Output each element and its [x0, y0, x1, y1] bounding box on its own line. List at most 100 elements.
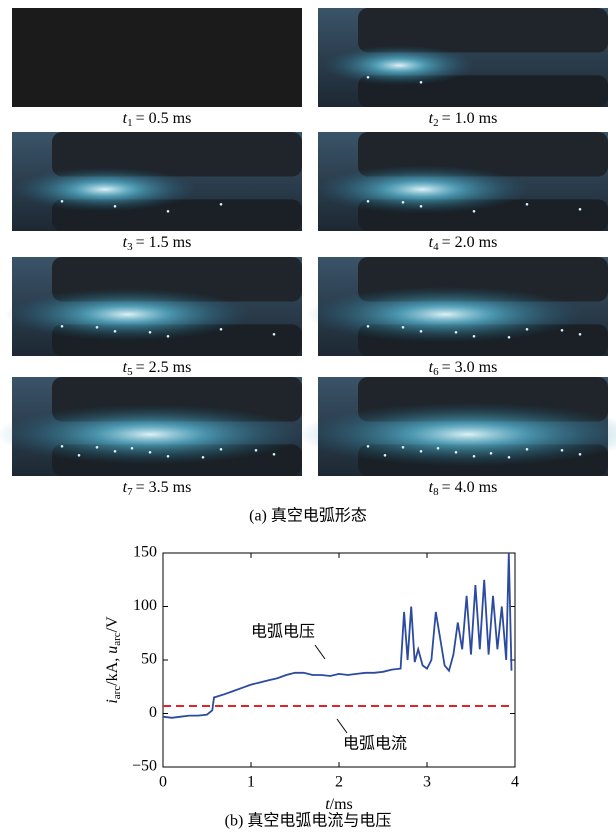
arc-glow: [324, 45, 475, 85]
photo-caption: t5= 2.5 ms: [123, 359, 192, 378]
photo: [0, 377, 305, 476]
spark: [455, 331, 458, 334]
caption-subscript: 7: [127, 486, 133, 498]
caption-subscript: 8: [433, 486, 439, 498]
x-tick-label: 0: [159, 774, 167, 791]
spark: [149, 331, 152, 334]
spark: [255, 449, 258, 452]
figure: (a) 真空电弧形态 (b) 真空电弧电流与电压 t1= 0.5 mst2= 1…: [0, 0, 616, 834]
spark: [508, 336, 511, 339]
spark: [402, 326, 405, 329]
plot-frame: [163, 553, 515, 767]
spark: [61, 445, 64, 448]
caption-b: (b) 真空电弧电流与电压: [225, 812, 392, 830]
spark: [167, 335, 170, 338]
photo: [298, 377, 616, 476]
spark: [420, 81, 423, 84]
spark: [220, 203, 223, 206]
spark: [367, 200, 370, 203]
spark: [167, 455, 170, 458]
spark: [367, 445, 370, 448]
photo: [12, 8, 302, 107]
y-axis-label-part: arc: [111, 686, 123, 700]
spark: [579, 333, 582, 336]
y-axis-label-part: /kA,: [104, 654, 121, 686]
spark: [420, 205, 423, 208]
caption-subscript: 1: [127, 117, 133, 129]
spark: [473, 455, 476, 458]
photo: [12, 132, 302, 231]
spark: [420, 330, 423, 333]
spark: [367, 325, 370, 328]
spark: [202, 456, 205, 459]
series-annotation: 电弧电流: [343, 735, 407, 753]
photo-caption: t3= 1.5 ms: [123, 234, 192, 253]
spark: [561, 449, 564, 452]
spark: [114, 450, 117, 453]
caption-subscript: 5: [127, 366, 133, 378]
caption-text: = 3.5 ms: [136, 479, 192, 496]
spark: [220, 448, 223, 451]
spark: [220, 328, 223, 331]
x-axis-label: t/ms: [325, 796, 353, 813]
spark: [579, 208, 582, 211]
arc-glow: [5, 288, 251, 340]
spark: [402, 446, 405, 449]
x-axis-label-part: /ms: [330, 796, 353, 813]
x-tick-label: 2: [335, 774, 343, 791]
x-tick-label: 3: [423, 774, 431, 791]
photo: [318, 8, 608, 107]
spark: [473, 210, 476, 213]
caption-text: = 2.5 ms: [136, 359, 192, 376]
photo-caption: t4= 2.0 ms: [429, 234, 498, 253]
spark: [473, 335, 476, 338]
series-line: [163, 553, 512, 718]
spark: [96, 326, 99, 329]
y-tick-label: 100: [133, 597, 157, 614]
spark: [384, 454, 387, 457]
caption-text: = 1.5 ms: [136, 234, 192, 251]
spark: [367, 76, 370, 79]
spark: [420, 450, 423, 453]
y-axis-label: iarc/kA, uarc/V: [104, 616, 123, 704]
spark: [526, 203, 529, 206]
spark: [78, 454, 81, 457]
y-tick-label: −50: [132, 758, 157, 775]
arc-glow: [13, 167, 196, 211]
caption-text: = 2.0 ms: [442, 234, 498, 251]
spark: [437, 447, 440, 450]
annotation-leader: [315, 645, 325, 659]
x-tick-label: 4: [511, 774, 519, 791]
photo-caption: t7= 3.5 ms: [123, 479, 192, 498]
spark: [579, 453, 582, 456]
spark: [114, 205, 117, 208]
spark: [167, 210, 170, 213]
photo-caption: t6= 3.0 ms: [429, 359, 498, 378]
caption-subscript: 6: [433, 366, 439, 378]
spark: [273, 333, 276, 336]
spark: [61, 200, 64, 203]
caption-a: (a) 真空电弧形态: [249, 507, 367, 525]
arc-glow: [307, 286, 584, 342]
caption-subscript: 3: [127, 241, 133, 253]
spark: [526, 448, 529, 451]
y-axis-label-part: arc: [111, 632, 123, 646]
spark: [402, 201, 405, 204]
photo-caption: t2= 1.0 ms: [429, 110, 498, 129]
caption-text: = 1.0 ms: [442, 110, 498, 127]
caption-subscript: 2: [433, 117, 439, 129]
caption-subscript: 4: [433, 241, 439, 253]
series-annotation: 电弧电压: [251, 623, 315, 641]
spark: [61, 325, 64, 328]
y-tick-label: 0: [149, 704, 157, 721]
annotation-leader: [337, 719, 347, 733]
y-tick-label: 150: [133, 544, 157, 561]
spark: [96, 446, 99, 449]
spark: [131, 447, 134, 450]
photo-bg: [12, 8, 302, 107]
spark: [508, 456, 511, 459]
photo: [307, 257, 608, 356]
y-axis-label-part: /V: [104, 616, 121, 632]
caption-text: = 4.0 ms: [442, 479, 498, 496]
x-tick-label: 1: [247, 774, 255, 791]
